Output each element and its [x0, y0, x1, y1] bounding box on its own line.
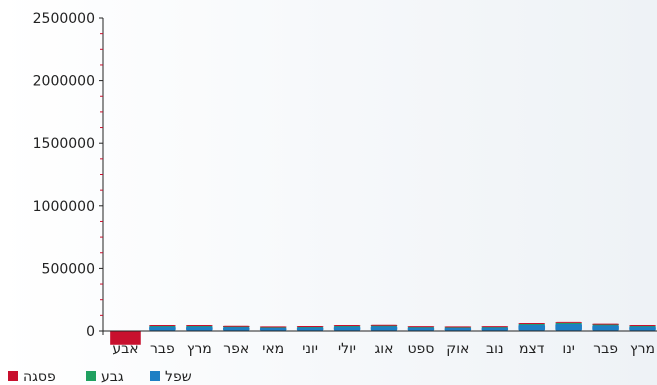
bar-3-8: [371, 325, 398, 326]
bar-1-13: [555, 323, 582, 331]
bar-1-14: [592, 325, 619, 331]
bar-2-13: [555, 323, 582, 324]
bar-3-15: [629, 325, 656, 326]
x-tick-label: אפר: [223, 341, 249, 357]
x-tick-label: ינו: [562, 341, 575, 357]
bar-1-4: [223, 327, 250, 331]
x-tick-label: דצמ: [519, 341, 545, 357]
bar-1-12: [518, 324, 545, 331]
bar-3-14: [592, 324, 619, 325]
x-axis-labels: אבע פבר מרץ אפר מאי יוני יולי אוג ספט אוק נוב דצמ ינ…: [112, 341, 655, 357]
bar-3-9: [408, 326, 435, 327]
legend-swatch-3: [150, 371, 160, 381]
legend-label-1: פסגה: [23, 369, 56, 385]
legend: פסגה גבע שפל: [8, 369, 192, 385]
bar-3-13: [555, 322, 582, 323]
bar-3-11: [482, 326, 509, 327]
legend-swatch-1: [8, 371, 18, 381]
bar-3-12: [518, 323, 545, 324]
x-tick-label: יוני: [302, 341, 318, 357]
y-tick-label: 500000: [42, 261, 95, 277]
bar-3-6: [297, 326, 324, 327]
bar-1-8: [371, 326, 398, 331]
x-tick-label: מרץ: [187, 341, 212, 357]
bar-1-15: [629, 326, 656, 331]
y-axis: 0 500000 1000000 1500000 2000000 2500000: [33, 11, 103, 340]
legend-label-2: גבע: [101, 369, 124, 385]
x-tick-label: יולי: [338, 341, 356, 357]
x-tick-label: אוק: [446, 341, 469, 357]
y-tick-label: 2500000: [33, 11, 95, 27]
y-tick-label: 1000000: [33, 199, 95, 215]
x-tick-label: פבר: [150, 341, 175, 357]
bar-3-7: [334, 325, 361, 326]
bar-3-10: [445, 326, 472, 327]
x-tick-label: אבע: [112, 341, 138, 357]
y-tick-label: 0: [86, 324, 95, 340]
legend-swatch-2: [86, 371, 96, 381]
bar-1-7: [334, 326, 361, 331]
x-tick-label: מרץ: [630, 341, 655, 357]
x-tick-label: מאי: [262, 341, 284, 357]
legend-label-3: שפל: [165, 369, 192, 385]
bar-1-3: [186, 326, 213, 331]
y-tick-label: 1500000: [33, 136, 95, 152]
bar-3-5: [260, 326, 287, 327]
x-tick-label: פבר: [593, 341, 618, 357]
bar-1-2: [149, 326, 176, 331]
x-tick-label: אוג: [375, 341, 394, 357]
x-tick-label: ספט: [407, 341, 434, 357]
x-tick-label: נוב: [486, 341, 504, 357]
bar-3-4: [223, 326, 250, 327]
bar-3-3: [186, 325, 213, 326]
y-tick-label: 2000000: [33, 74, 95, 90]
bar-3-2: [149, 325, 176, 326]
